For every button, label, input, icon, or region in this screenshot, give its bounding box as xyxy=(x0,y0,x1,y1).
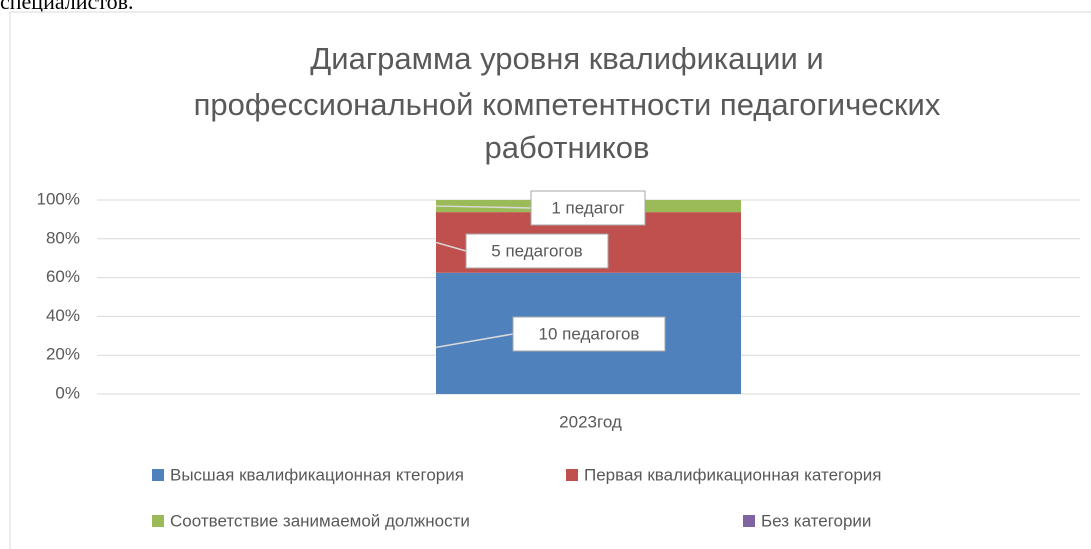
chart-title: профессиональной компетентности педагоги… xyxy=(194,87,941,122)
leader-line xyxy=(435,241,467,252)
legend-swatch xyxy=(566,469,578,481)
y-tick-label: 0% xyxy=(55,383,80,402)
data-label: 5 педагогов xyxy=(491,241,582,260)
y-tick-label: 60% xyxy=(46,267,80,286)
page-text: специалистов. xyxy=(0,0,134,14)
data-label-box xyxy=(512,316,666,352)
legend-swatch xyxy=(743,515,755,527)
legend-label: Без категории xyxy=(761,511,871,530)
chart-title: работников xyxy=(484,130,649,165)
legend-label: Первая квалификационная категория xyxy=(584,465,881,484)
y-tick-label: 80% xyxy=(46,228,80,247)
leader-line xyxy=(435,205,532,209)
leader-line xyxy=(435,333,514,349)
y-tick-label: 100% xyxy=(37,189,80,208)
chart-title: Диаграмма уровня квалификации и xyxy=(310,41,823,76)
x-tick-label: 2023год xyxy=(559,412,622,431)
data-label: 1 педагог xyxy=(551,198,624,217)
legend-swatch xyxy=(152,515,164,527)
legend-label: Высшая квалификационная ктегория xyxy=(170,465,464,484)
data-label-box xyxy=(530,190,646,226)
y-tick-label: 40% xyxy=(46,306,80,325)
data-label-box xyxy=(465,233,609,269)
data-label: 10 педагогов xyxy=(539,324,640,343)
y-tick-label: 20% xyxy=(46,345,80,364)
legend-label: Соответствие занимаемой должности xyxy=(170,511,470,530)
legend-swatch xyxy=(152,469,164,481)
